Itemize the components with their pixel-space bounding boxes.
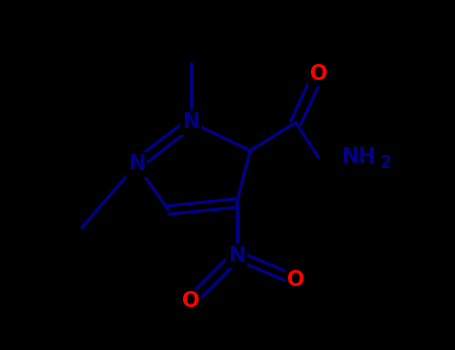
Text: 2: 2 — [380, 154, 392, 172]
Text: N: N — [182, 112, 200, 133]
Text: O: O — [310, 63, 327, 84]
Text: NH: NH — [341, 147, 376, 168]
Text: N: N — [228, 245, 245, 266]
Text: O: O — [287, 270, 304, 290]
Text: O: O — [182, 291, 200, 311]
Text: N: N — [128, 154, 145, 175]
